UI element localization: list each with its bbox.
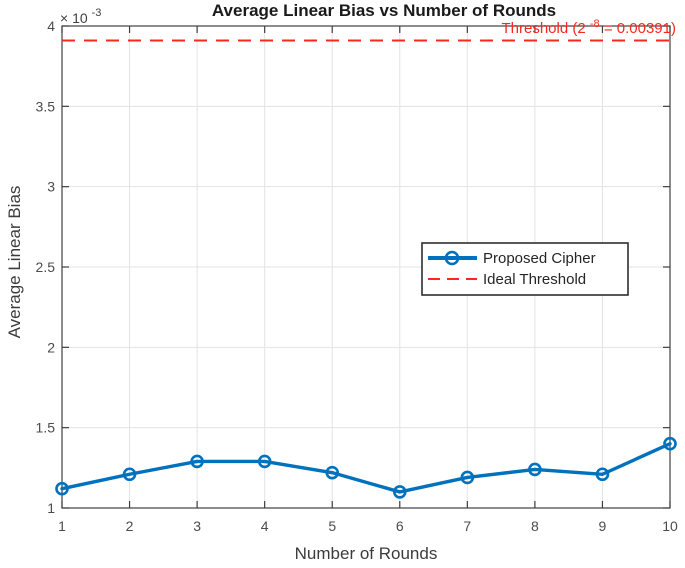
data-point-marker	[122, 467, 137, 482]
y-tick-label: 3	[47, 179, 55, 195]
y-tick-labels: 1 1.5 2 2.5 3 3.5 4	[36, 18, 56, 516]
x-tick-label: 7	[463, 518, 471, 534]
y-tick-label: 2	[47, 339, 55, 355]
x-tick-label: 4	[261, 518, 269, 534]
legend-label-proposed-cipher: Proposed Cipher	[483, 250, 596, 267]
x-tick-label: 5	[328, 518, 336, 534]
x-tick-label: 10	[662, 518, 678, 534]
plot-border	[61, 25, 671, 509]
legend-box	[421, 242, 629, 296]
x-axis-label: Number of Rounds	[295, 544, 438, 563]
y-tick-label: 2.5	[36, 259, 56, 275]
y-tick-label: 1.5	[36, 420, 56, 436]
legend: Proposed Cipher Ideal Threshold	[421, 242, 629, 296]
data-point-marker	[325, 465, 340, 480]
y-axis-exponent-label: × 10 -3	[60, 7, 101, 26]
y-axis-label: Average Linear Bias	[5, 186, 24, 339]
data-point-marker	[55, 481, 69, 496]
data-point-marker	[460, 470, 475, 485]
threshold-annotation: Threshold (2 -8 = 0.00391)	[502, 14, 677, 37]
x-tick-label: 3	[193, 518, 201, 534]
data-point-marker	[663, 436, 677, 451]
x-tick-label: 1	[58, 518, 66, 534]
chart-title: Average Linear Bias vs Number of Rounds	[212, 1, 556, 20]
data-point-marker	[190, 454, 204, 469]
data-point-marker	[257, 454, 272, 469]
data-point-marker	[392, 485, 407, 499]
x-tick-label: 6	[396, 518, 404, 534]
x-tick-label: 2	[126, 518, 134, 534]
series-line-proposed-cipher	[60, 442, 672, 494]
x-tick-label: 8	[531, 518, 539, 534]
series-markers	[55, 436, 677, 499]
y-tick-label: 4	[47, 18, 55, 34]
data-point-marker	[528, 462, 542, 477]
x-tick-labels: 1 2 3 4 5 6 7 8 9 10	[58, 518, 678, 534]
legend-label-ideal-threshold: Ideal Threshold	[483, 271, 586, 288]
x-tick-label: 9	[599, 518, 607, 534]
y-tick-label: 3.5	[36, 98, 56, 114]
y-tick-label: 1	[47, 500, 55, 516]
legend-proposed-marker	[444, 250, 460, 266]
data-point-marker	[595, 467, 610, 482]
